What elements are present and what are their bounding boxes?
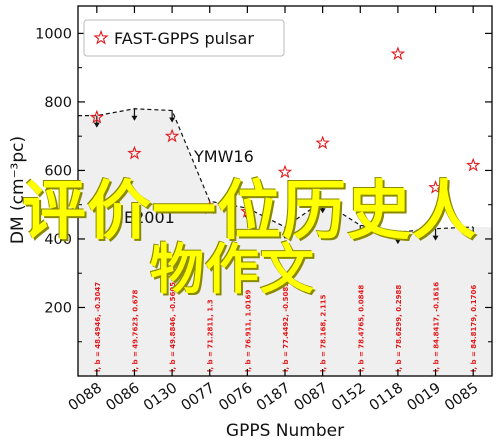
pulsar-star bbox=[390, 46, 406, 61]
galactic-coordinate-label: l, b = 78.4765, 0.0848 bbox=[357, 285, 365, 372]
galactic-coordinate-label: l, b = 77.4492, -0.5085 bbox=[282, 282, 290, 372]
overlay-title-line-2: 物作文 bbox=[150, 238, 315, 301]
x-tick-label: 0087 bbox=[292, 380, 331, 414]
pulsar-star bbox=[127, 145, 142, 160]
x-tick-label: 0076 bbox=[216, 380, 255, 414]
ymw16-max-arrow-head bbox=[131, 115, 138, 121]
legend-label: FAST-GPPS pulsar bbox=[114, 29, 254, 48]
ymw16-max-arrow-head bbox=[169, 117, 176, 123]
ne2001-annotation: NE2001 bbox=[112, 208, 175, 227]
pulsar-star bbox=[89, 109, 105, 124]
galactic-coordinate-label: l, b = 48.4946, -0.3047 bbox=[94, 282, 102, 372]
y-tick-label: 600 bbox=[44, 163, 72, 179]
galactic-coordinate-labels: l, b = 48.4946, -0.3047 l, b = 49.7623, 0… bbox=[94, 282, 478, 372]
galactic-coordinate-label: l, b = 49.7623, 0.678 bbox=[131, 290, 139, 372]
galactic-coordinate-label: l, b = 78.6299, 0.2988 bbox=[395, 285, 403, 372]
ymw16-region bbox=[78, 108, 492, 377]
y-tick-label: 1000 bbox=[35, 26, 72, 42]
x-tick-label: 0130 bbox=[141, 380, 180, 414]
y-tick-label: 400 bbox=[44, 232, 72, 248]
legend-star-shape bbox=[93, 29, 109, 45]
x-axis-title: GPPS Number bbox=[226, 421, 344, 441]
ymw16-max-arrow-head bbox=[282, 233, 288, 239]
ymw16-max-arrow-head bbox=[244, 215, 251, 221]
galactic-coordinate-label: l, b = 49.8846, -0.5605 bbox=[169, 282, 177, 372]
x-tick-label: 0187 bbox=[254, 380, 293, 414]
galactic-coordinate-label: l, b = 84.8179, 0.1706 bbox=[470, 285, 478, 372]
x-tick-label: 0088 bbox=[66, 380, 105, 414]
ymw16-max-arrow-head bbox=[93, 122, 100, 128]
x-tick-label: 0152 bbox=[329, 380, 368, 414]
legend: FAST-GPPS pulsar bbox=[83, 19, 285, 57]
x-tick-label: 0085 bbox=[442, 380, 481, 414]
ymw16-max-arrow-head bbox=[470, 233, 477, 239]
ymw16-max-fill bbox=[78, 108, 492, 377]
x-tick-label: 0077 bbox=[179, 380, 218, 414]
ymw16-max-arrow-head bbox=[394, 239, 401, 245]
pulsar-markers bbox=[89, 46, 481, 218]
pulsar-star bbox=[315, 135, 330, 150]
ymw16-max-arrow-head bbox=[357, 232, 364, 238]
x-tick-label: 0086 bbox=[103, 380, 142, 414]
pulsar-star bbox=[353, 200, 368, 215]
legend-box bbox=[83, 19, 285, 57]
pulsar-star bbox=[428, 179, 443, 194]
ymw16-max-line bbox=[78, 108, 474, 233]
pulsar-star bbox=[202, 200, 217, 215]
pulsar-star bbox=[240, 203, 255, 218]
legend-star-icon bbox=[93, 29, 109, 45]
overlay-title-line-1: 评价一位历史人 bbox=[22, 175, 477, 249]
pulsar-star bbox=[465, 157, 481, 172]
galactic-coordinate-label: l, b = 71.2811, 1.3 bbox=[207, 299, 215, 372]
x-tick-label: 0019 bbox=[404, 380, 443, 414]
y-axis-title: DM (cm⁻³pc) bbox=[8, 136, 28, 244]
pulsar-star bbox=[277, 164, 293, 179]
galactic-coordinate-label: l, b = 78.168, 2.115 bbox=[320, 294, 328, 372]
galactic-coordinate-label: l, b = 84.8417, -0.1616 bbox=[433, 282, 441, 372]
galactic-coordinate-label: l, b = 76.911, 1.0169 bbox=[244, 290, 252, 372]
ymw16-max-arrow-head bbox=[432, 235, 439, 241]
ymw16-max-arrow-head bbox=[319, 208, 326, 214]
pulsar-star bbox=[164, 128, 180, 143]
x-tick-label: 0118 bbox=[367, 380, 406, 414]
y-tick-label: 200 bbox=[44, 300, 72, 316]
ymw16-annotation: YMW16 bbox=[193, 147, 254, 166]
y-tick-label: 800 bbox=[44, 95, 72, 111]
